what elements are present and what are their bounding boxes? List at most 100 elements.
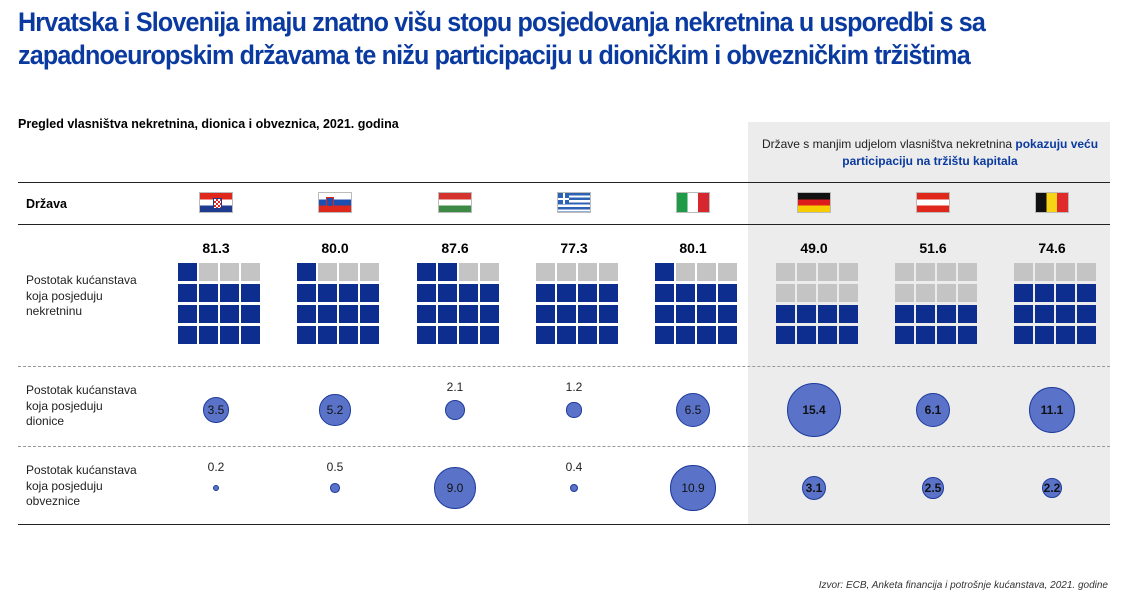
bonds-bubble <box>801 475 827 501</box>
waffle-cell-filled <box>178 263 197 281</box>
waffle-cell-filled <box>718 305 737 323</box>
bonds-bubble <box>569 483 579 493</box>
waffle-cell-empty <box>895 263 914 281</box>
waffle-cell-filled <box>655 305 674 323</box>
waffle-cell-empty <box>1014 263 1033 281</box>
waffle-cell-filled <box>536 284 555 302</box>
waffle-cell-filled <box>1077 326 1096 344</box>
croatia-flag-icon <box>199 192 233 213</box>
germany-flag-icon <box>797 192 831 213</box>
real-estate-value: 74.6 <box>1038 240 1066 256</box>
waffle-cell-empty <box>797 263 816 281</box>
stocks-value: 2.1 <box>446 380 464 394</box>
waffle-cell-empty <box>676 263 695 281</box>
waffle-cell-empty <box>536 263 555 281</box>
waffle-cell-filled <box>776 326 795 344</box>
waffle-cell-empty <box>339 263 358 281</box>
waffle-cell-empty <box>776 263 795 281</box>
stocks-value: 5.2 <box>326 403 344 417</box>
stocks-bubble <box>203 397 229 423</box>
row-label-line: obveznice <box>26 494 81 508</box>
waffle-cell-filled <box>1056 326 1075 344</box>
waffle-cell-filled <box>578 305 597 323</box>
real-estate-value: 51.6 <box>919 240 947 256</box>
highlight-note-text: Države s manjim udjelom vlasništva nekre… <box>761 137 1016 151</box>
bonds-value: 9.0 <box>446 481 464 495</box>
headline-line-1: Hrvatska i Slovenija imaju znatno višu s… <box>18 7 986 37</box>
waffle-cell-filled <box>417 263 436 281</box>
slovenia-coat-of-arms-icon <box>326 197 334 207</box>
waffle-cell-filled <box>958 305 977 323</box>
waffle-cell-filled <box>297 326 316 344</box>
waffle-cell-filled <box>1056 284 1075 302</box>
row-label-line: koja posjeduju <box>26 288 103 303</box>
waffle-cell-empty <box>220 263 239 281</box>
real-estate-value: 80.1 <box>679 240 707 256</box>
waffle-cell-empty <box>937 284 956 302</box>
waffle-cell-filled <box>459 326 478 344</box>
bonds-value: 0.4 <box>565 460 583 474</box>
waffle-cell-filled <box>220 284 239 302</box>
country-column-header: Država <box>26 197 67 211</box>
waffle-cell-filled <box>241 305 260 323</box>
waffle-cell-filled <box>480 305 499 323</box>
real-estate-value: 80.0 <box>321 240 349 256</box>
waffle-cell-filled <box>318 326 337 344</box>
waffle-cell-filled <box>655 326 674 344</box>
waffle-cell-filled <box>318 284 337 302</box>
waffle-cell-filled <box>676 326 695 344</box>
greece-canton-icon <box>558 193 569 204</box>
bonds-bubble <box>922 477 944 499</box>
stocks-value: 11.1 <box>1040 403 1064 417</box>
waffle-cell-filled <box>937 305 956 323</box>
waffle-cell-filled <box>417 326 436 344</box>
waffle-cell-filled <box>241 284 260 302</box>
waffle-cell-empty <box>958 284 977 302</box>
waffle-cell-empty <box>480 263 499 281</box>
waffle-cell-empty <box>557 263 576 281</box>
bonds-bubble <box>330 483 340 493</box>
bonds-value: 0.2 <box>207 460 225 474</box>
waffle-cell-empty <box>895 284 914 302</box>
waffle-cell-filled <box>818 305 837 323</box>
bonds-value: 2.5 <box>924 481 942 495</box>
bonds-bubble <box>670 465 716 511</box>
waffle-cell-filled <box>220 326 239 344</box>
waffle-cell-empty <box>241 263 260 281</box>
waffle-cell-filled <box>178 305 197 323</box>
waffle-cell-filled <box>557 326 576 344</box>
stocks-bubble <box>916 393 950 427</box>
waffle-cell-filled <box>1014 284 1033 302</box>
waffle-cell-empty <box>318 263 337 281</box>
waffle-cell-filled <box>655 263 674 281</box>
waffle-cell-filled <box>718 284 737 302</box>
headline: Hrvatska i Slovenija imaju znatno višu s… <box>18 6 1041 72</box>
bonds-bubble <box>1041 477 1063 499</box>
waffle-cell-filled <box>480 284 499 302</box>
waffle-cell-empty <box>818 284 837 302</box>
row-label-stocks: Postotak kućanstava koja posjeduju dioni… <box>26 383 137 430</box>
table-top-rule <box>18 182 1110 183</box>
waffle-cell-filled <box>459 284 478 302</box>
waffle-cell-filled <box>438 284 457 302</box>
waffle-cell-empty <box>797 284 816 302</box>
real-estate-value: 81.3 <box>202 240 230 256</box>
real-estate-value: 77.3 <box>560 240 588 256</box>
row-label-line: koja posjeduju <box>26 478 103 493</box>
waffle-cell-filled <box>297 305 316 323</box>
waffle-cell-filled <box>655 284 674 302</box>
waffle-cell-filled <box>839 305 858 323</box>
waffle-cell-filled <box>297 263 316 281</box>
waffle-cell-filled <box>1014 305 1033 323</box>
hungary-flag-icon <box>438 192 472 213</box>
waffle-cell-empty <box>776 284 795 302</box>
waffle-cell-filled <box>916 305 935 323</box>
waffle-cell-filled <box>697 284 716 302</box>
bonds-bubble <box>434 467 476 509</box>
row-divider-2 <box>18 446 1110 447</box>
bonds-value: 10.9 <box>681 481 705 495</box>
waffle-cell-empty <box>839 263 858 281</box>
austria-flag-icon <box>916 192 950 213</box>
waffle-cell-filled <box>297 284 316 302</box>
waffle-cell-empty <box>1056 263 1075 281</box>
